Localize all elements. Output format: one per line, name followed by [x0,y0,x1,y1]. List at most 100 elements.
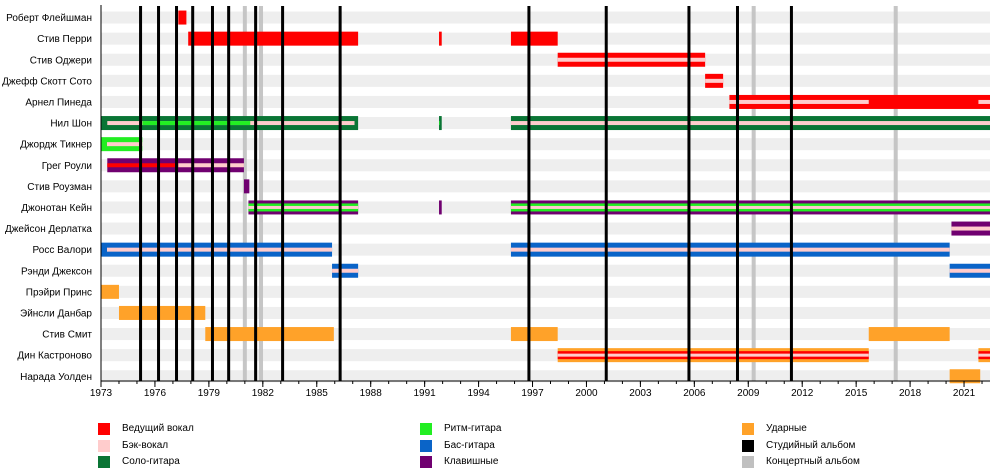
live-album-line [893,6,898,381]
legend-swatch [98,440,110,452]
bar-segment-lead_vocals [107,163,179,168]
row-background [101,285,990,298]
bar-inner-backing_vocals [949,268,990,273]
studio-album-line [604,6,608,381]
bar-inner-backing_vocals [510,247,950,252]
member-label: Джефф Скотт Сото [2,75,92,87]
row-background [101,370,990,383]
studio-album-line [254,6,258,381]
bar-inner-backing_vocals [557,57,706,62]
member-label: Арнел Пинеда [25,97,92,108]
bar-inner-rhythm_guitar [439,121,440,126]
tick-label: 2009 [737,388,760,399]
tick-label: 1973 [90,388,113,399]
row-background [101,11,990,24]
row-background [101,264,990,277]
bar-segment-rhythm_guitar [142,121,251,126]
legend-swatch [420,423,432,435]
legend-label: Концертный альбом [766,456,860,467]
member-label: Джейсон Дерлатка [5,224,92,235]
legend-swatch [98,423,110,435]
member-label: Роберт Флейшман [6,12,92,24]
member-label: Дин Кастроново [17,351,92,362]
bar-segment-backing_vocals [729,99,869,104]
tick-label: 2021 [953,388,976,399]
studio-album-line [157,6,161,381]
tick-label: 2003 [629,388,652,399]
tick-label: 1979 [198,388,221,399]
tick-label: 2012 [791,388,814,399]
legend-swatch [742,423,754,435]
bar-core-backing_vocals [978,353,990,357]
bar-inner-backing_vocals [951,226,990,231]
live-album-line [751,6,756,381]
member-label: Стив Роузман [27,182,92,193]
bar-drums [510,327,558,342]
bar-segment-backing_vocals [978,99,990,104]
legend-swatch [420,440,432,452]
row-background [101,222,990,235]
bar-core-backing_vocals [248,205,359,209]
legend-swatch [742,456,754,468]
x-axis: 1973 1976 1979 1982 1985 1988 1991 1994 1997 2000… [90,5,990,399]
bar-lead_vocals [178,10,187,25]
tick-label: 1976 [144,388,167,399]
member-labels: Роберт Флейшман Стив Перри Стив Оджери Джеф… [2,12,92,383]
tick-label: 2015 [845,388,868,399]
studio-album-line [338,6,342,381]
bar-keyboards [243,179,250,194]
tick-label: 1994 [467,388,490,399]
bar-lead_vocals [439,31,442,46]
live-album-line [259,6,264,381]
studio-album-line [139,6,143,381]
bar-inner-backing_vocals [510,121,990,126]
bar-lead_vocals [510,31,558,46]
member-label: Джордж Тикнер [20,140,92,151]
row-background [101,74,990,87]
bar-drums [868,327,950,342]
row-background [101,53,990,66]
member-label: Нил Шон [50,119,92,130]
bar-drums [949,369,981,384]
member-label: Прэйри Принс [26,287,92,298]
legend-swatch [742,440,754,452]
member-label: Рэнди Джексон [21,266,92,277]
row-background [101,306,990,319]
tick-label: 1991 [414,388,437,399]
row-background [101,159,990,172]
bar-drums [101,284,119,299]
studio-album-line [735,6,739,381]
studio-album-line [191,6,195,381]
row-background [101,138,990,151]
live-album-line [242,6,247,381]
tick-label: 1985 [306,388,329,399]
studio-album-lines [139,6,793,381]
legend-label: Ударные [766,423,807,434]
member-label: Стив Оджери [30,55,92,66]
legend-label: Соло-гитара [122,456,180,467]
tick-label: 1988 [360,388,383,399]
bar-inner-backing_vocals [705,78,724,83]
legend-label: Бэк-вокал [122,440,169,451]
member-label: Джонотан Кейн [21,203,92,214]
bar-keyboards [439,200,442,215]
member-label: Стив Перри [37,34,92,45]
studio-album-line [227,6,231,381]
tick-label: 2006 [683,388,706,399]
legend-swatch [98,456,110,468]
studio-album-line [687,6,691,381]
bar-core-backing_vocals [557,353,869,357]
studio-album-line [281,6,285,381]
legend-swatch [420,456,432,468]
tick-label: 1997 [521,388,544,399]
bar-lead_vocals [188,31,359,46]
legend-label: Бас-гитара [444,440,495,451]
row-background [101,180,990,193]
member-label: Нарада Уолден [20,372,92,383]
member-bars [101,10,990,384]
tick-label: 2018 [899,388,922,399]
tick-label: 2000 [575,388,598,399]
bar-inner-backing_vocals [107,142,143,147]
legend-label: Клавишные [444,456,499,467]
